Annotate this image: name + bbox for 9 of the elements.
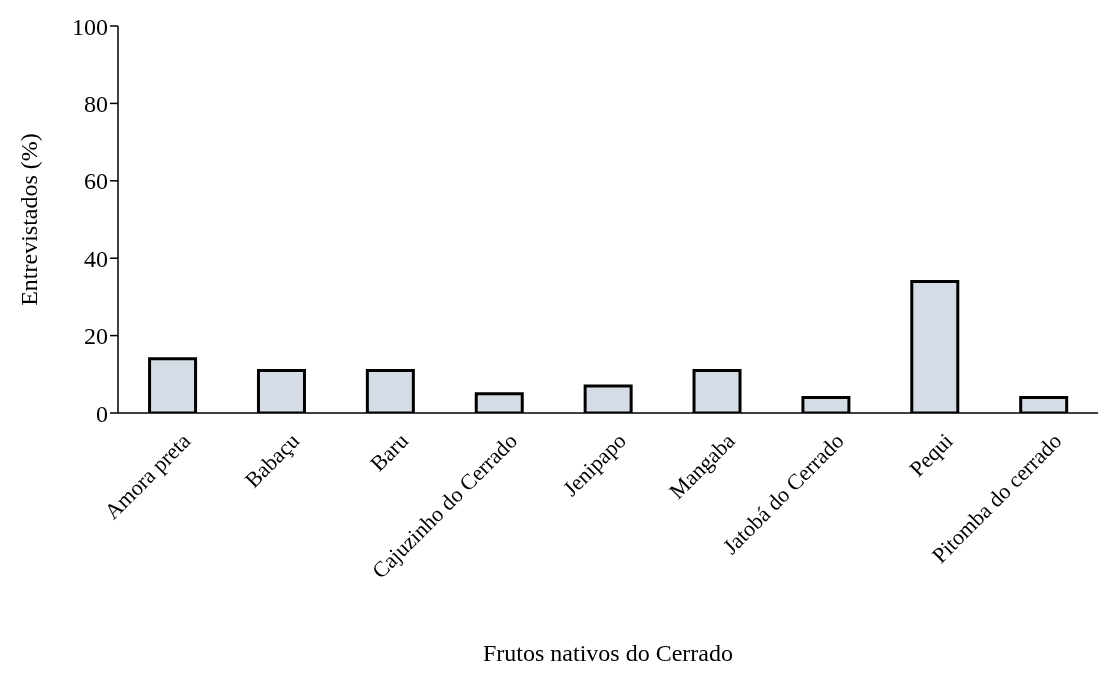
x-axis-title: Frutos nativos do Cerrado <box>483 640 733 666</box>
y-tick-label: 20 <box>84 323 108 350</box>
x-tick-label: Baru <box>365 428 414 477</box>
y-tick-label: 80 <box>84 90 108 117</box>
y-tick-label: 60 <box>84 168 108 195</box>
y-tick-label: 40 <box>84 245 108 272</box>
y-tick-label: 100 <box>72 13 108 40</box>
y-tick-label: 0 <box>96 400 108 427</box>
y-axis-title: Entrevistados (%) <box>15 133 42 306</box>
